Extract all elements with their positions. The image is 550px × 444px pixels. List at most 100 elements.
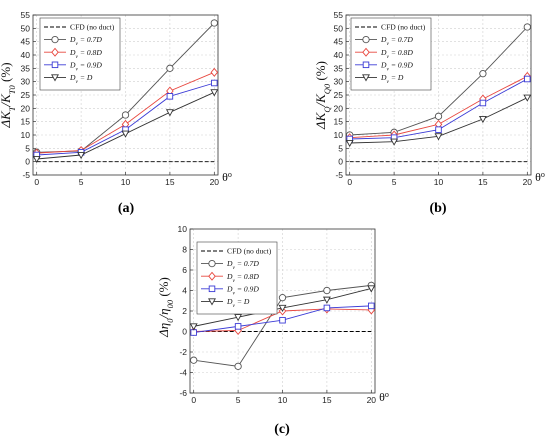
x-tick-label: 15 — [165, 177, 175, 187]
y-tick-label: 30 — [21, 77, 31, 87]
legend-subscript: v — [386, 54, 389, 60]
y-tick-label: 35 — [21, 63, 31, 73]
data-point — [121, 111, 130, 119]
legend-subscript: v — [386, 79, 389, 85]
legend-var: D — [69, 35, 76, 44]
legend-value: = 0.9D — [235, 284, 259, 293]
legend-marker — [208, 285, 216, 293]
legend-label: CFD (no duct) — [381, 23, 426, 32]
legend-marker — [208, 298, 216, 306]
legend-var: D — [380, 60, 387, 69]
legend-subscript: v — [75, 54, 78, 60]
y-tick-label: 5 — [338, 143, 343, 153]
legend-label: Dv = D — [69, 73, 93, 85]
legend-label: Dv = D — [380, 73, 404, 85]
y-tick-label: 35 — [334, 63, 344, 73]
legend-value: = D — [389, 73, 404, 82]
legend-marker — [208, 259, 216, 268]
y-tick-label: 40 — [21, 50, 31, 60]
legend-label: Dv = D — [226, 297, 250, 309]
chart-panel-2: -6 -4 -2 0 2 4 6 8 10 0 5 10 15 20 CFD (no duct) Dv = 0… — [156, 224, 389, 437]
legend-marker — [51, 61, 59, 69]
legend-subscript: v — [75, 41, 78, 47]
data-point — [368, 302, 375, 310]
y-tick-label: 40 — [334, 50, 344, 60]
y-label-part: (%) — [0, 62, 13, 85]
y-tick-label: 25 — [334, 90, 344, 100]
y-tick-label: 15 — [334, 117, 344, 127]
y-label-part: Δη — [156, 323, 171, 338]
data-point — [479, 70, 487, 78]
y-axis-label: ΔKQ/KQ0 (%) — [313, 61, 332, 130]
y-axis-label: ΔKT/KT0 (%) — [0, 62, 17, 128]
x-tick-label: 10 — [121, 177, 131, 187]
data-point — [367, 285, 376, 293]
legend-label: Dv = 0.7D — [226, 259, 259, 271]
legend-subscript: v — [232, 278, 235, 284]
legend-label: CFD (no duct) — [70, 23, 115, 32]
y-tick-label: 50 — [334, 23, 344, 33]
x-tick-label: 0 — [191, 395, 196, 405]
panel-label: (c) — [274, 422, 290, 437]
data-point — [211, 79, 218, 87]
x-tick-label: 0 — [347, 177, 352, 187]
x-tick-label: 20 — [367, 395, 377, 405]
data-point — [523, 94, 532, 102]
x-label-degree: o — [228, 170, 232, 179]
legend-subscript: v — [232, 265, 235, 271]
legend-var: D — [226, 284, 233, 293]
y-tick-label: 5 — [25, 143, 30, 153]
chart-panel-1: -5 0 5 10 15 20 25 30 35 40 45 50 55 0 5 10 15 20 CFD (no … — [313, 10, 545, 216]
y-tick-label: 6 — [182, 265, 187, 275]
legend-value: = 0.8D — [78, 48, 102, 57]
legend-marker — [362, 61, 370, 69]
y-label-part: /K — [313, 93, 328, 108]
x-tick-label: 0 — [34, 177, 39, 187]
y-tick-label: 2 — [182, 306, 187, 316]
y-label-part: /K — [0, 93, 13, 108]
legend-subscript: v — [232, 303, 235, 309]
y-label-part: /η — [156, 308, 171, 319]
legend-value: = 0.9D — [389, 60, 413, 69]
data-point — [32, 155, 41, 164]
x-tick-label: 5 — [79, 177, 84, 187]
legend-subscript: v — [386, 41, 389, 47]
legend-marker — [51, 47, 59, 57]
x-tick-label: 10 — [278, 395, 288, 405]
legend-label: Dv = 0.8D — [69, 48, 102, 60]
data-point — [323, 286, 331, 295]
y-tick-label: 0 — [338, 157, 343, 167]
y-tick-label: 45 — [21, 37, 31, 47]
y-label-part: ΔK — [0, 110, 13, 129]
y-label-part: T0 — [7, 84, 17, 94]
data-point — [523, 23, 531, 31]
legend-label: Dv = 0.9D — [380, 60, 413, 72]
y-tick-label: 25 — [21, 90, 31, 100]
data-point — [121, 130, 130, 138]
y-label-part: (%) — [313, 61, 328, 84]
x-tick-label: 15 — [478, 177, 488, 187]
data-point — [189, 323, 198, 331]
legend-marker — [208, 271, 216, 281]
legend-label: Dv = 0.8D — [380, 48, 413, 60]
x-axis-label: θo — [535, 170, 545, 185]
legend-value: = 0.8D — [389, 48, 413, 57]
data-point — [435, 126, 442, 133]
data-point — [210, 67, 219, 77]
legend-var: D — [380, 48, 387, 57]
legend-label: CFD (no duct) — [227, 247, 272, 256]
data-point — [345, 139, 354, 148]
y-tick-label: -5 — [335, 170, 343, 180]
chart-panel-0: -5 0 5 10 15 20 25 30 35 40 45 50 55 0 5 10 15 20 CFD (no … — [0, 10, 232, 216]
data-point — [323, 304, 331, 312]
data-point — [166, 93, 174, 100]
y-label-part: Q — [322, 106, 332, 112]
legend-var: D — [226, 259, 233, 268]
legend-var: D — [226, 272, 233, 281]
legend-marker — [362, 47, 370, 57]
legend-marker — [51, 74, 59, 82]
legend-label: Dv = 0.8D — [226, 272, 259, 284]
data-point — [390, 138, 399, 146]
y-label-part: (%) — [156, 277, 171, 300]
